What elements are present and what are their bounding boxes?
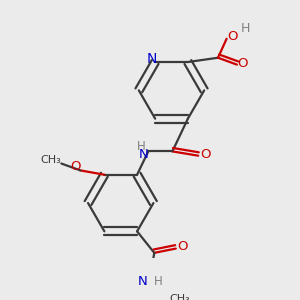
Text: O: O: [200, 148, 210, 161]
Text: N: N: [146, 52, 157, 67]
Text: O: O: [71, 160, 81, 172]
Text: CH₃: CH₃: [170, 294, 190, 300]
Text: O: O: [227, 30, 238, 43]
Text: N: N: [139, 148, 149, 161]
Text: H: H: [241, 22, 250, 35]
Text: O: O: [178, 240, 188, 253]
Text: H: H: [154, 275, 163, 288]
Text: O: O: [238, 57, 248, 70]
Text: CH₃: CH₃: [41, 155, 62, 165]
Text: N: N: [138, 275, 148, 288]
Text: H: H: [137, 140, 146, 153]
